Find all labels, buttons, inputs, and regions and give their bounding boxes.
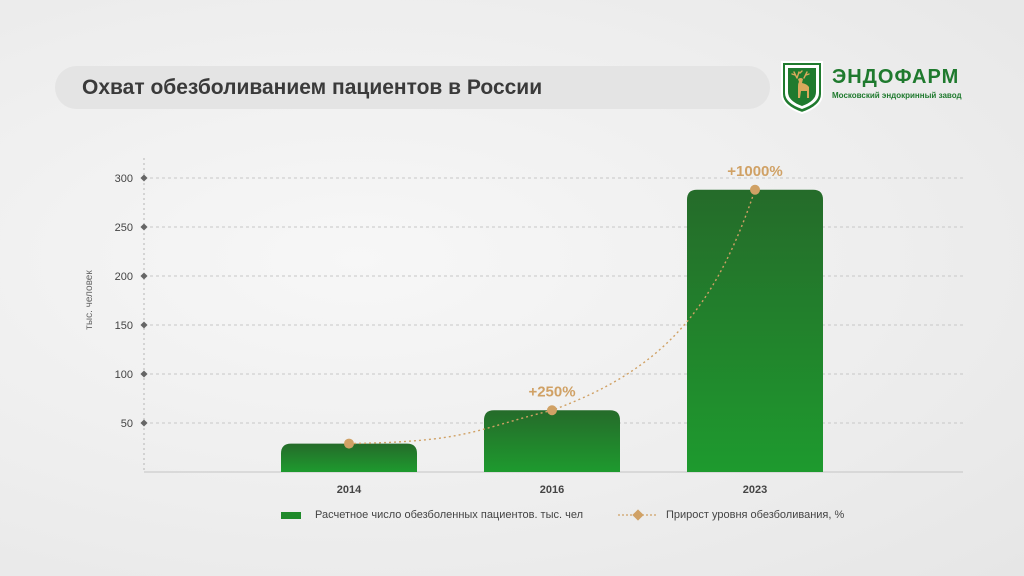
y-tick-label-150: 150	[115, 320, 133, 332]
growth-label-2016: +250%	[528, 383, 575, 400]
x-tick-label-2016: 2016	[540, 484, 564, 496]
legend-item-bars: Расчетное число обезболенных пациентов. …	[281, 509, 583, 521]
y-axis-label: тыс. человек	[84, 270, 95, 330]
y-tick-marker-200	[140, 272, 148, 280]
bar-2016	[484, 410, 620, 472]
legend-bars-label: Расчетное число обезболенных пациентов. …	[315, 509, 584, 521]
y-tick-label-300: 300	[115, 173, 133, 185]
growth-label-2023: +1000%	[727, 163, 782, 180]
growth-line	[348, 189, 756, 445]
y-tick-marker-100	[140, 370, 148, 378]
y-tick-label-250: 250	[115, 222, 133, 234]
x-tick-label-2023: 2023	[743, 484, 767, 496]
growth-point-2014	[344, 438, 354, 449]
brand-name: ЭНДОФАРМ	[832, 66, 960, 88]
legend-line-swatch	[618, 509, 658, 521]
brand-subtitle: Московский эндокринный завод	[832, 91, 962, 100]
bar-2014	[281, 443, 417, 472]
growth-point-2016	[547, 405, 557, 416]
title-bar: Охват обезболиванием пациентов в России	[55, 66, 770, 109]
page-title: Охват обезболиванием пациентов в России	[82, 75, 543, 99]
deer-shield-icon	[781, 61, 823, 114]
growth-point-2023	[750, 184, 760, 195]
legend: Расчетное число обезболенных пациентов. …	[0, 509, 1024, 527]
y-tick-label-50: 50	[121, 418, 133, 430]
brand-logo: ЭНДОФАРМ Московский эндокринный завод	[780, 60, 970, 116]
bar-2023	[687, 189, 823, 472]
x-tick-label-2014: 2014	[337, 484, 362, 496]
legend-line-label: Прирост уровня обезболивания, %	[666, 509, 845, 521]
legend-bar-swatch	[281, 511, 301, 519]
y-tick-marker-300	[140, 174, 148, 182]
y-tick-marker-250	[140, 223, 148, 231]
legend-item-line: Прирост уровня обезболивания, %	[618, 509, 844, 521]
y-tick-marker-50	[140, 419, 148, 427]
y-tick-label-100: 100	[115, 369, 133, 381]
y-tick-marker-150	[140, 321, 148, 329]
y-tick-label-200: 200	[115, 271, 133, 283]
